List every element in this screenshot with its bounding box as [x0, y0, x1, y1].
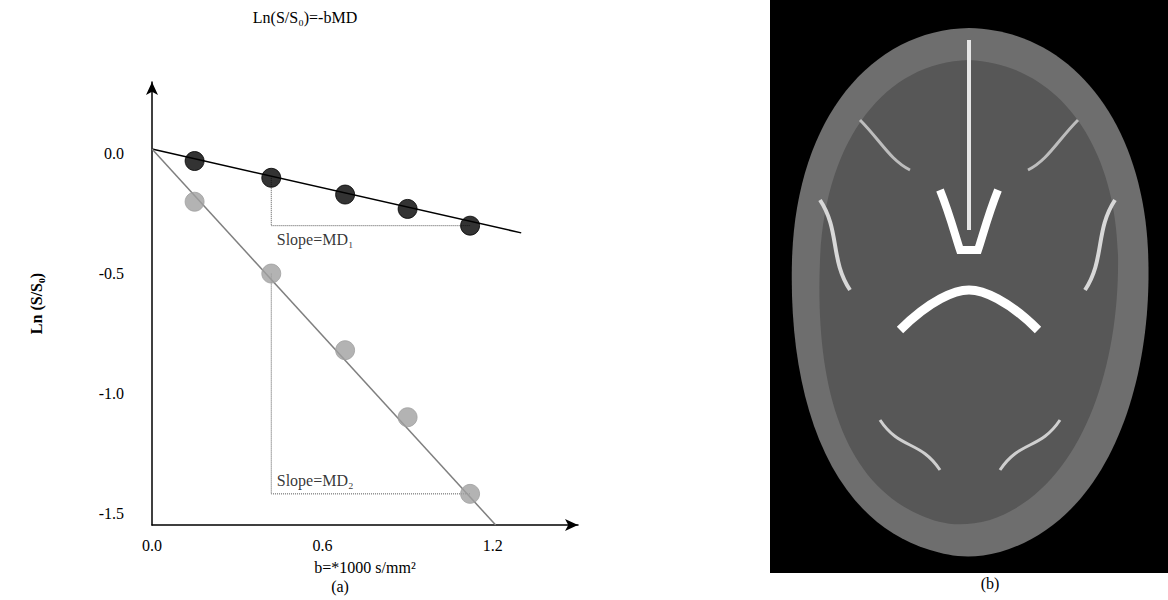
- svg-text:Ln (S/S₀): Ln (S/S₀): [28, 273, 46, 334]
- svg-text:1.2: 1.2: [483, 537, 503, 554]
- html-text:(b): (b): [980, 575, 1000, 592]
- svg-text:0.6: 0.6: [312, 537, 332, 554]
- svg-text:b=*1000 s/mm²: b=*1000 s/mm²: [314, 559, 416, 576]
- svg-text:Slope=MD₁: Slope=MD₁: [277, 231, 354, 249]
- svg-text:Ln(S/S₀)=-bMD: Ln(S/S₀)=-bMD: [253, 9, 357, 27]
- svg-text:-0.5: -0.5: [99, 265, 124, 282]
- svg-text:(a): (a): [331, 578, 349, 596]
- svg-text:0.0: 0.0: [142, 537, 162, 554]
- svg-text:-1.0: -1.0: [99, 385, 124, 402]
- svg-text:Slope=MD₂: Slope=MD₂: [277, 472, 354, 490]
- svg-text:-1.5: -1.5: [99, 505, 124, 522]
- svg-text:0.0: 0.0: [104, 145, 124, 162]
